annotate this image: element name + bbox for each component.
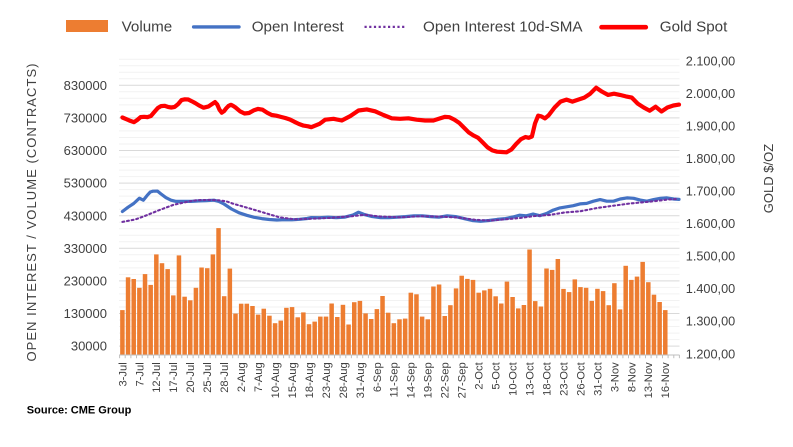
svg-text:8-Nov: 8-Nov: [626, 362, 638, 392]
svg-text:16-Nov: 16-Nov: [660, 362, 672, 398]
svg-text:2-Aug: 2-Aug: [236, 362, 248, 392]
svg-text:10-Oct: 10-Oct: [507, 361, 519, 395]
svg-text:2-Oct: 2-Oct: [474, 361, 486, 389]
svg-text:OPEN INTEREST / VOLUME (CONTRA: OPEN INTEREST / VOLUME (CONTRACTS): [24, 62, 39, 361]
svg-text:Open Interest 10d-SMA: Open Interest 10d-SMA: [423, 18, 583, 35]
svg-text:7-Aug: 7-Aug: [253, 362, 265, 392]
svg-text:17-Jul: 17-Jul: [168, 362, 180, 392]
svg-text:530000: 530000: [64, 176, 107, 191]
svg-text:Volume: Volume: [122, 18, 173, 35]
svg-text:130000: 130000: [64, 306, 107, 321]
svg-text:12-Jul: 12-Jul: [151, 362, 163, 392]
svg-text:Source: CME Group: Source: CME Group: [27, 405, 132, 417]
svg-text:27-Sep: 27-Sep: [457, 362, 469, 398]
svg-text:19-Sep: 19-Sep: [423, 362, 435, 398]
svg-text:30000: 30000: [71, 339, 107, 354]
svg-text:GOLD $/OZ: GOLD $/OZ: [761, 144, 776, 213]
svg-text:15-Aug: 15-Aug: [287, 362, 299, 398]
svg-text:430000: 430000: [64, 208, 107, 223]
svg-text:630000: 630000: [64, 143, 107, 158]
svg-text:3-Nov: 3-Nov: [609, 362, 621, 392]
svg-text:18-Oct: 18-Oct: [541, 361, 553, 395]
svg-text:6-Sep: 6-Sep: [372, 362, 384, 392]
svg-text:14-Sep: 14-Sep: [406, 362, 418, 398]
svg-text:28-Jul: 28-Jul: [219, 362, 231, 392]
svg-text:28-Aug: 28-Aug: [338, 362, 350, 398]
svg-text:2.000,00: 2.000,00: [686, 87, 735, 101]
svg-text:1.700,00: 1.700,00: [686, 185, 735, 199]
svg-text:13-Nov: 13-Nov: [643, 362, 655, 398]
svg-text:Gold Spot: Gold Spot: [660, 18, 728, 35]
svg-text:31-Oct: 31-Oct: [592, 361, 604, 395]
svg-text:7-Jul: 7-Jul: [134, 362, 146, 386]
svg-text:1.900,00: 1.900,00: [686, 119, 735, 133]
svg-text:1.300,00: 1.300,00: [686, 315, 735, 329]
svg-text:31-Aug: 31-Aug: [355, 362, 367, 398]
svg-text:23-Oct: 23-Oct: [558, 361, 570, 395]
svg-text:1.500,00: 1.500,00: [686, 250, 735, 264]
svg-text:1.800,00: 1.800,00: [686, 152, 735, 166]
svg-text:1.200,00: 1.200,00: [686, 347, 735, 361]
svg-text:730000: 730000: [64, 111, 107, 126]
svg-text:830000: 830000: [64, 78, 107, 93]
svg-text:3-Jul: 3-Jul: [117, 362, 129, 386]
svg-text:1.600,00: 1.600,00: [686, 217, 735, 231]
svg-text:20-Jul: 20-Jul: [185, 362, 197, 392]
svg-text:Open Interest: Open Interest: [252, 18, 345, 35]
svg-text:13-Oct: 13-Oct: [525, 361, 537, 395]
svg-text:230000: 230000: [64, 274, 107, 289]
svg-text:1.400,00: 1.400,00: [686, 282, 735, 296]
svg-text:10-Aug: 10-Aug: [270, 362, 282, 398]
svg-text:26-Oct: 26-Oct: [575, 361, 587, 395]
svg-text:2.100,00: 2.100,00: [686, 54, 735, 68]
svg-text:11-Sep: 11-Sep: [389, 362, 401, 397]
svg-text:5-Oct: 5-Oct: [491, 361, 503, 389]
svg-text:22-Sep: 22-Sep: [440, 362, 452, 398]
svg-text:23-Aug: 23-Aug: [321, 362, 333, 398]
svg-text:25-Jul: 25-Jul: [202, 362, 214, 392]
svg-text:18-Aug: 18-Aug: [304, 362, 316, 398]
svg-text:330000: 330000: [64, 241, 107, 256]
